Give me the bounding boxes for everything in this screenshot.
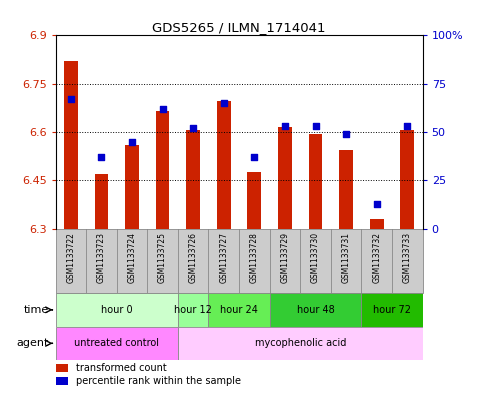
Bar	[400, 130, 414, 229]
Point	[373, 200, 381, 207]
Text: hour 24: hour 24	[220, 305, 258, 315]
Bar	[64, 61, 78, 229]
Point	[189, 125, 197, 131]
Bar	[156, 111, 170, 229]
Point	[159, 106, 167, 112]
Title: GDS5265 / ILMN_1714041: GDS5265 / ILMN_1714041	[152, 21, 326, 34]
Bar	[186, 130, 200, 229]
Point	[128, 138, 136, 145]
Bar	[95, 174, 108, 229]
Point	[98, 154, 105, 160]
Text: GSM1133730: GSM1133730	[311, 232, 320, 283]
Point	[251, 154, 258, 160]
Text: hour 12: hour 12	[174, 305, 212, 315]
Text: transformed count: transformed count	[76, 363, 167, 373]
Bar	[209, 293, 270, 327]
Point	[220, 100, 227, 106]
Text: hour 0: hour 0	[101, 305, 132, 315]
Bar	[339, 150, 353, 229]
Bar	[125, 145, 139, 229]
Bar	[56, 327, 178, 360]
Bar	[278, 127, 292, 229]
Text: GSM1133733: GSM1133733	[403, 232, 412, 283]
Text: GSM1133731: GSM1133731	[341, 232, 351, 283]
Bar	[309, 134, 323, 229]
Text: time: time	[24, 305, 49, 315]
Bar	[361, 293, 423, 327]
Point	[342, 131, 350, 137]
Bar	[56, 377, 69, 386]
Bar	[270, 293, 361, 327]
Bar	[247, 172, 261, 229]
Text: GSM1133732: GSM1133732	[372, 232, 381, 283]
Bar	[178, 327, 423, 360]
Text: GSM1133729: GSM1133729	[281, 232, 289, 283]
Bar	[56, 364, 69, 373]
Bar	[217, 101, 231, 229]
Bar	[370, 219, 384, 229]
Text: GSM1133728: GSM1133728	[250, 232, 259, 283]
Text: mycophenolic acid: mycophenolic acid	[255, 338, 346, 348]
Text: GSM1133724: GSM1133724	[128, 232, 137, 283]
Text: GSM1133725: GSM1133725	[158, 232, 167, 283]
Point	[403, 123, 411, 129]
Text: hour 48: hour 48	[297, 305, 334, 315]
Text: agent: agent	[16, 338, 49, 348]
Text: GSM1133723: GSM1133723	[97, 232, 106, 283]
Text: GSM1133727: GSM1133727	[219, 232, 228, 283]
Text: GSM1133726: GSM1133726	[189, 232, 198, 283]
Text: percentile rank within the sample: percentile rank within the sample	[76, 376, 241, 386]
Text: hour 72: hour 72	[373, 305, 411, 315]
Point	[67, 96, 75, 102]
Text: untreated control: untreated control	[74, 338, 159, 348]
Text: GSM1133722: GSM1133722	[66, 232, 75, 283]
Point	[281, 123, 289, 129]
Point	[312, 123, 319, 129]
Bar	[56, 293, 178, 327]
Bar	[178, 293, 209, 327]
